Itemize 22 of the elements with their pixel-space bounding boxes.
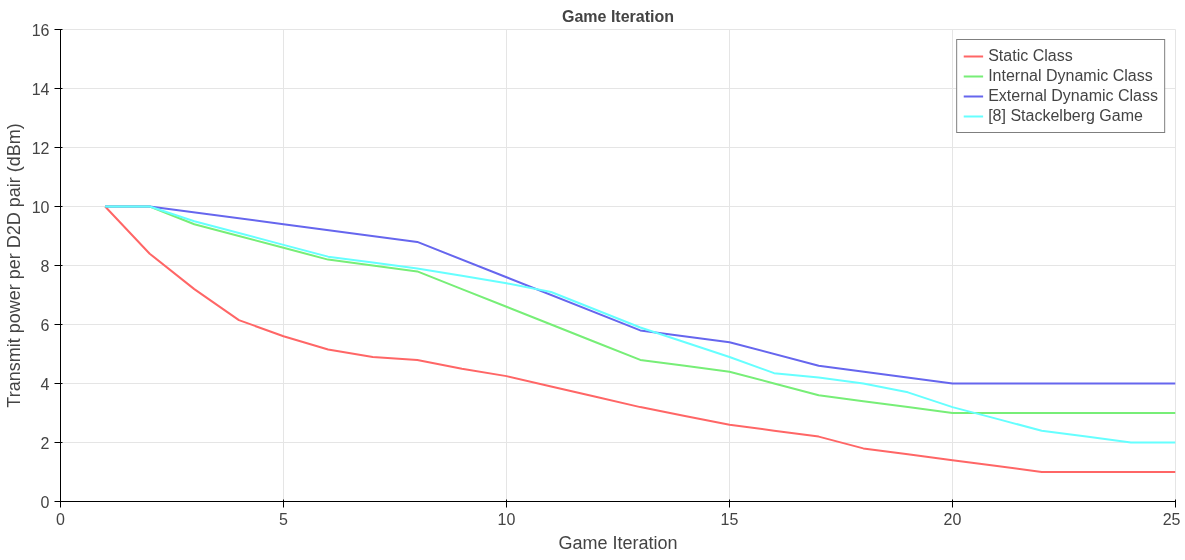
y-axis-title: Transmit power per D2D pair (dBm)	[3, 123, 24, 408]
legend-label: [8] Stackelberg Game	[988, 107, 1143, 125]
legend-label: Internal Dynamic Class	[988, 67, 1153, 85]
y-tick-label: 8	[40, 257, 50, 275]
x-tick-label: 0	[56, 510, 66, 528]
x-tick-label: 20	[943, 510, 962, 528]
x-tick-label: 5	[279, 510, 289, 528]
y-tick-label: 10	[31, 198, 50, 216]
y-tick-label: 4	[40, 375, 50, 393]
y-tick-label: 0	[40, 493, 50, 511]
y-tick-label: 2	[40, 434, 50, 452]
y-tick-label: 12	[31, 139, 50, 157]
x-tick-label: 10	[497, 510, 516, 528]
legend-label: Static Class	[988, 47, 1073, 65]
x-tick-label: 15	[720, 510, 739, 528]
chart-title: Game Iteration	[561, 7, 675, 25]
legend-label: External Dynamic Class	[988, 87, 1158, 105]
x-axis-title: Game Iteration	[558, 532, 678, 553]
y-tick-label: 6	[40, 316, 50, 334]
x-tick-label: 25	[1162, 510, 1181, 528]
y-tick-label: 14	[31, 80, 50, 98]
y-tick-label: 16	[31, 21, 50, 39]
